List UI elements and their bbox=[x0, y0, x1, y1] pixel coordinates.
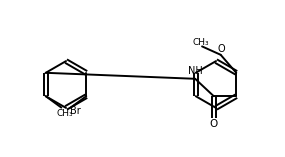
Text: Br: Br bbox=[70, 106, 80, 116]
Text: CH₃: CH₃ bbox=[56, 108, 73, 117]
Text: NH: NH bbox=[188, 66, 203, 76]
Text: CH₃: CH₃ bbox=[192, 38, 209, 47]
Text: O: O bbox=[217, 44, 225, 54]
Text: O: O bbox=[210, 119, 218, 129]
